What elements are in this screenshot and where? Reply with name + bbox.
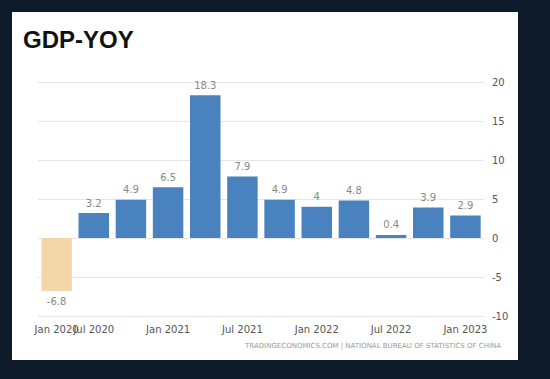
svg-text:2.9: 2.9 xyxy=(457,200,473,211)
svg-text:15: 15 xyxy=(492,116,505,127)
svg-text:18.3: 18.3 xyxy=(194,80,216,91)
svg-text:0: 0 xyxy=(492,233,498,244)
svg-text:Jul 2021: Jul 2021 xyxy=(221,324,263,335)
svg-text:-6.8: -6.8 xyxy=(47,296,67,307)
svg-text:3.9: 3.9 xyxy=(420,192,436,203)
svg-text:Jan 2023: Jan 2023 xyxy=(442,324,487,335)
svg-text:6.5: 6.5 xyxy=(160,172,176,183)
svg-text:-10: -10 xyxy=(492,311,508,322)
svg-text:4: 4 xyxy=(314,191,320,202)
svg-text:0.4: 0.4 xyxy=(383,219,399,230)
svg-text:4.9: 4.9 xyxy=(123,184,139,195)
svg-text:-5: -5 xyxy=(492,272,502,283)
svg-text:10: 10 xyxy=(492,155,505,166)
svg-text:Jul 2022: Jul 2022 xyxy=(370,324,412,335)
svg-text:Jan 2021: Jan 2021 xyxy=(145,324,190,335)
svg-text:Jan 2022: Jan 2022 xyxy=(294,324,339,335)
svg-text:20: 20 xyxy=(492,77,505,88)
svg-text:Jan 2020: Jan 2020 xyxy=(34,324,79,335)
svg-text:GDP-YOY: GDP-YOY xyxy=(23,26,134,53)
svg-text:4.9: 4.9 xyxy=(272,184,288,195)
svg-text:7.9: 7.9 xyxy=(234,161,250,172)
svg-text:4.8: 4.8 xyxy=(346,185,362,196)
svg-text:TRADINGECONOMICS.COM | NATIONA: TRADINGECONOMICS.COM | NATIONAL BUREAU O… xyxy=(244,342,501,350)
svg-text:Jul 2020: Jul 2020 xyxy=(72,324,114,335)
svg-text:3.2: 3.2 xyxy=(86,198,102,209)
svg-text:5: 5 xyxy=(492,194,498,205)
